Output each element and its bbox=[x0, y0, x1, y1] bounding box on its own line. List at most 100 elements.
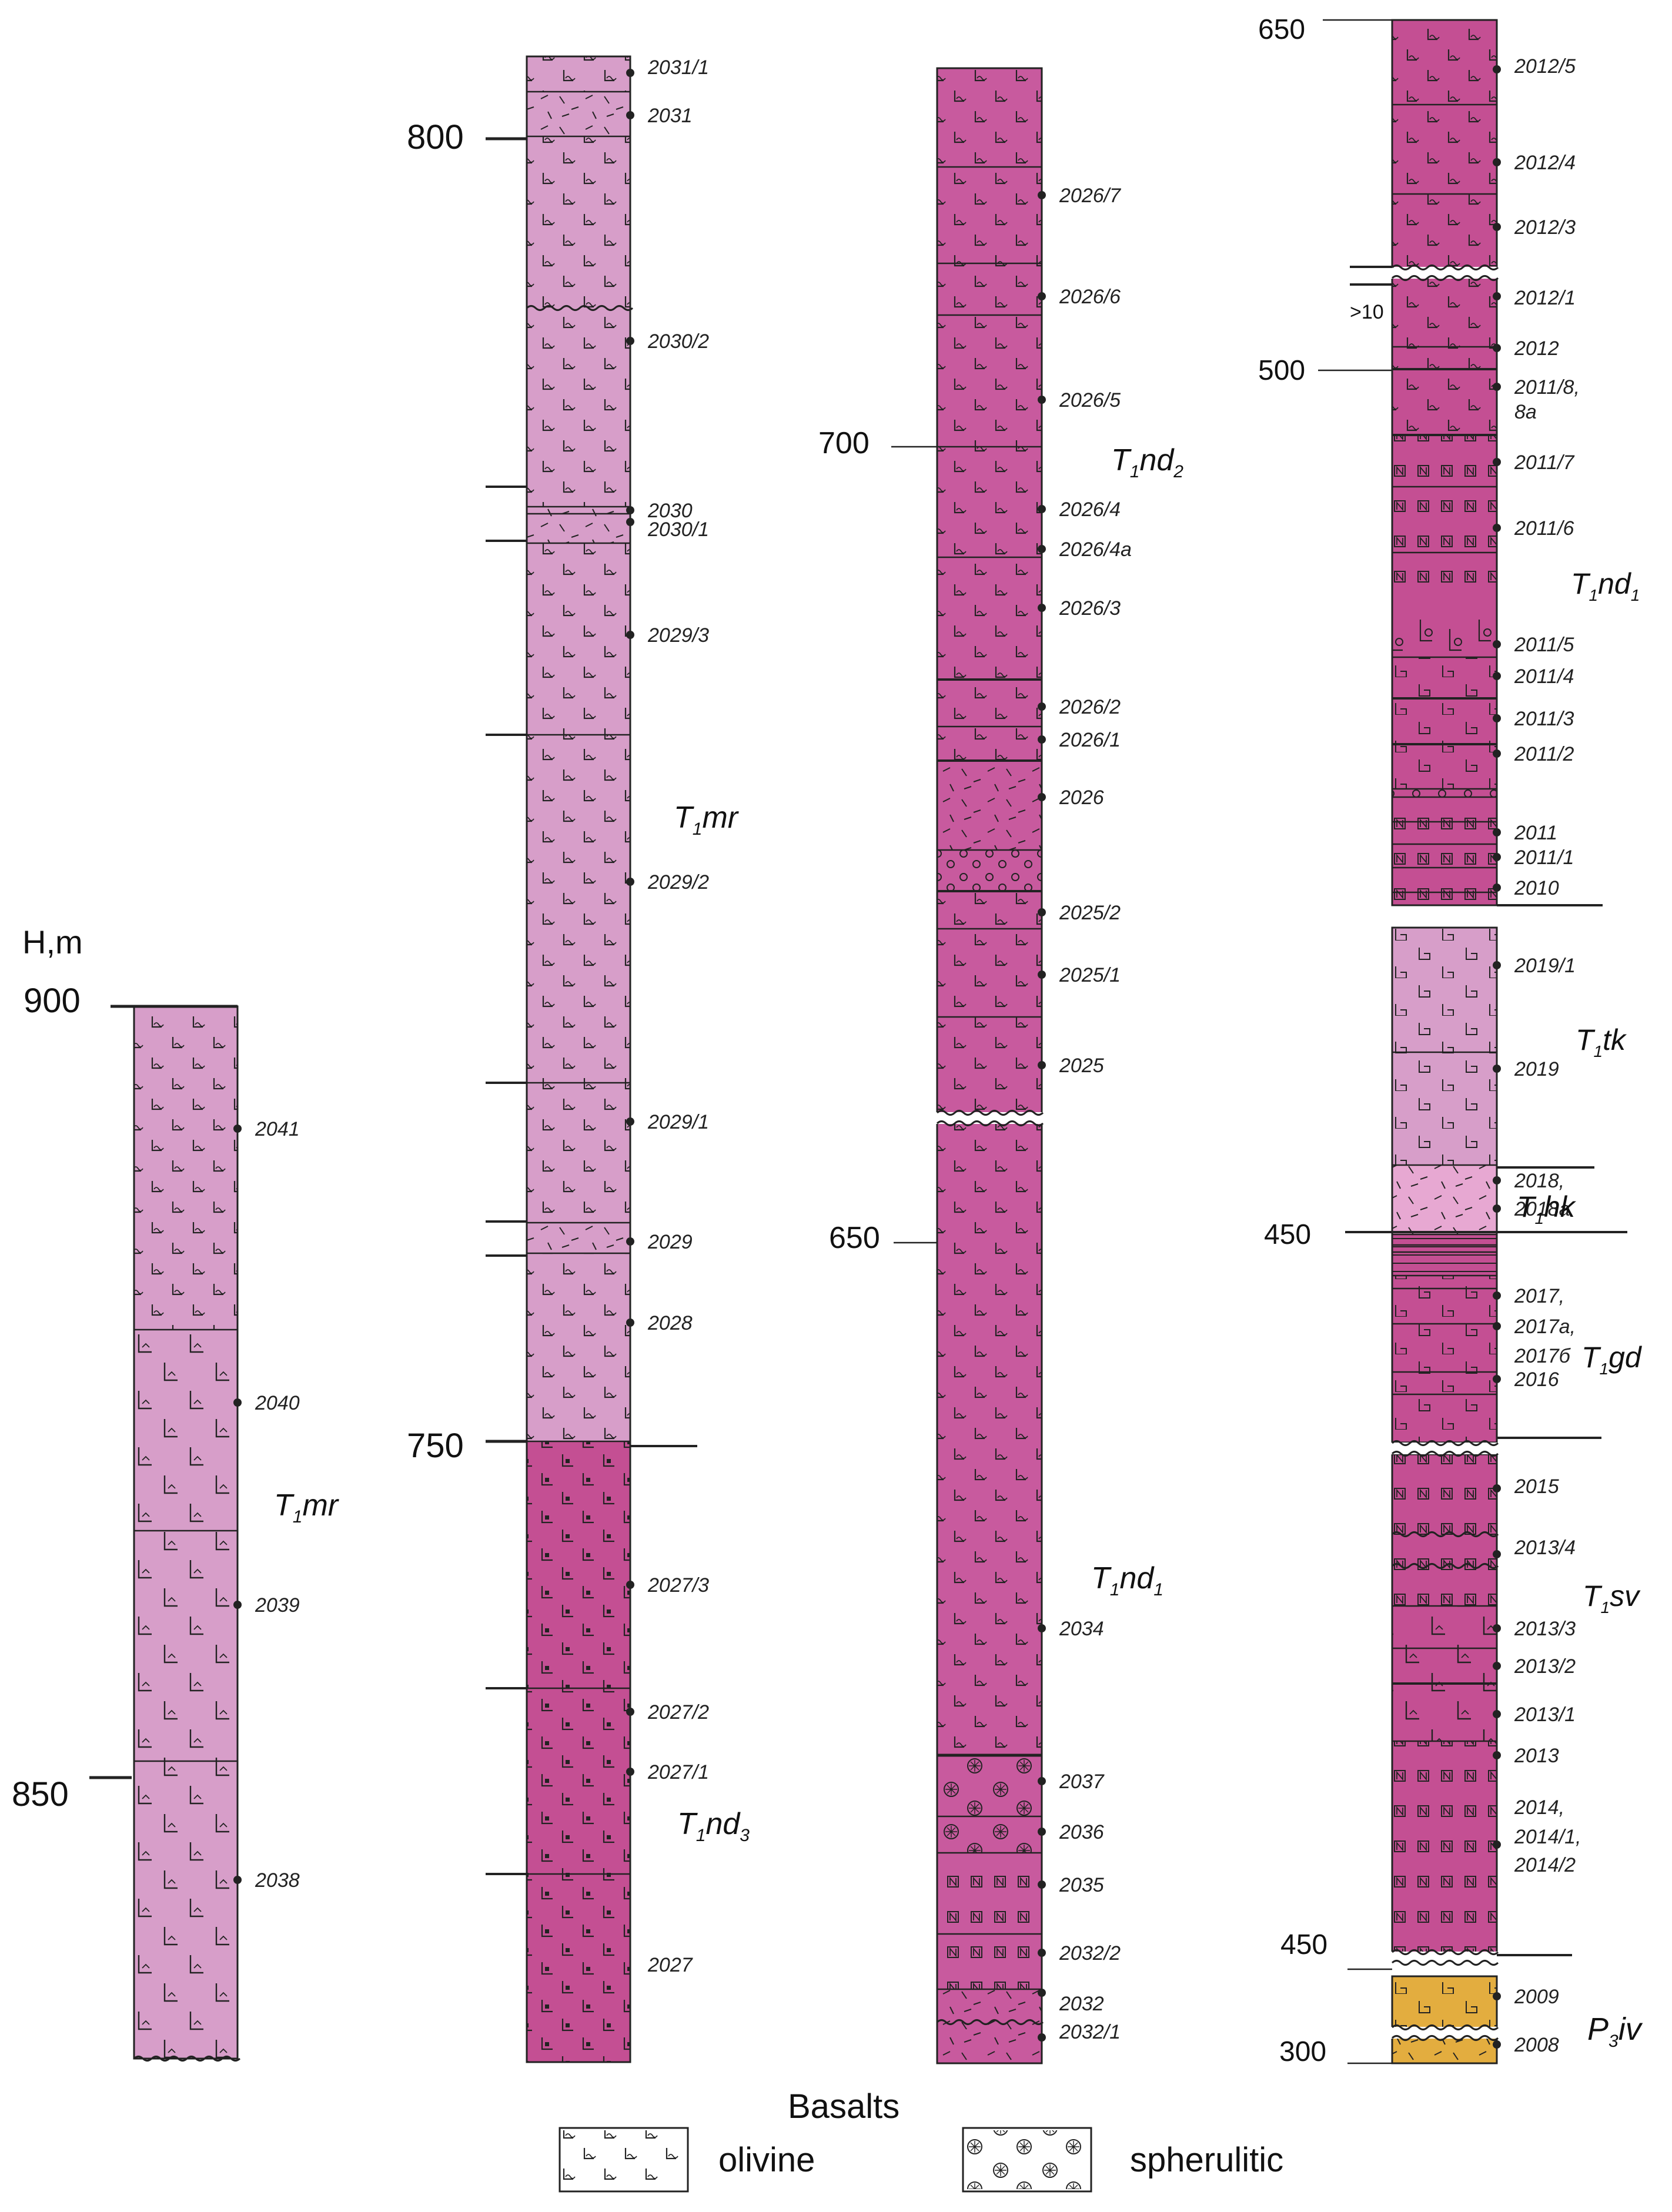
sample-dot bbox=[1038, 735, 1046, 744]
sample-label: 2013/1 bbox=[1514, 1704, 1576, 1726]
sample-label: 2012/4 bbox=[1514, 152, 1576, 174]
sample-dot bbox=[626, 878, 634, 886]
sample-dot bbox=[1493, 344, 1501, 352]
formation-label: T1sv bbox=[1583, 1579, 1641, 1617]
sample-label: 2032/1 bbox=[1059, 2021, 1121, 2043]
sample-label: 2031 bbox=[647, 105, 693, 127]
sample-label: 2028 bbox=[647, 1312, 693, 1334]
sample-label: 8a bbox=[1514, 401, 1537, 423]
formation-label: T1gd bbox=[1581, 1341, 1643, 1378]
unconformity bbox=[936, 1110, 1044, 1116]
formation-label: T1nd1 bbox=[1571, 567, 1640, 604]
column-gap bbox=[1390, 1952, 1499, 1963]
sample-label: 2035 bbox=[1059, 1874, 1104, 1896]
sample-label: 2010 bbox=[1514, 877, 1559, 899]
sample-dot bbox=[626, 69, 634, 77]
sample-dot bbox=[1493, 828, 1501, 836]
sample-dot bbox=[1038, 1949, 1046, 1957]
sample-label: 2014, bbox=[1514, 1796, 1564, 1819]
sample-label: 2011/3 bbox=[1514, 708, 1574, 730]
sample-label: 2011 bbox=[1514, 822, 1557, 844]
sample-dot bbox=[1493, 2040, 1501, 2049]
sample-dot bbox=[1493, 961, 1501, 969]
layer-pattern bbox=[937, 891, 1042, 1113]
sample-label: 2030/2 bbox=[647, 330, 709, 353]
sample-dot bbox=[233, 1125, 242, 1133]
sample-dot bbox=[626, 1768, 634, 1776]
sample-label: 2017a, bbox=[1514, 1316, 1576, 1338]
tick-label: 850 bbox=[12, 1775, 69, 1813]
unconformity bbox=[1391, 1960, 1499, 1966]
sample-label: 2026 bbox=[1059, 787, 1104, 809]
sample-label: 2025 bbox=[1059, 1055, 1104, 1077]
sample-label: 2017б bbox=[1514, 1345, 1571, 1367]
sample-label: 2016 bbox=[1514, 1368, 1559, 1391]
layer-pattern bbox=[937, 1989, 1042, 2063]
sample-dot bbox=[626, 506, 634, 514]
sample-label: 2030/1 bbox=[647, 518, 709, 541]
legend-label-olivine: olivine bbox=[718, 2141, 815, 2179]
sample-dot bbox=[626, 1708, 634, 1716]
sample-label: 2012 bbox=[1514, 337, 1559, 360]
tick-label: 650 bbox=[1258, 14, 1305, 45]
sample-dot bbox=[1493, 458, 1501, 466]
sample-label: 2011/4 bbox=[1514, 665, 1574, 688]
unconformity bbox=[1391, 1563, 1499, 1569]
tick-label: 300 bbox=[1279, 2036, 1326, 2067]
layer-pattern bbox=[1392, 1976, 1497, 2030]
layer-pattern bbox=[1392, 1741, 1497, 1955]
sample-dot bbox=[1493, 158, 1501, 166]
sample-dot bbox=[1493, 853, 1501, 861]
layer-pattern bbox=[1392, 435, 1497, 605]
sample-label: 2017, bbox=[1514, 1285, 1564, 1307]
layer-pattern bbox=[1392, 1276, 1497, 1443]
sample-label: 2018, bbox=[1514, 1170, 1564, 1192]
sample-dot bbox=[1493, 749, 1501, 758]
sample-dot bbox=[1038, 793, 1046, 801]
sample-dot bbox=[1038, 396, 1046, 404]
formation-label: P3iv bbox=[1587, 2012, 1643, 2051]
column-gap bbox=[1390, 2027, 1499, 2039]
sample-dot bbox=[1493, 292, 1501, 300]
layer-pattern bbox=[1392, 1606, 1497, 1741]
sample-dot bbox=[1038, 1989, 1046, 1997]
sample-label: 2032/2 bbox=[1059, 1942, 1121, 1965]
layer-pattern bbox=[1392, 276, 1497, 435]
layer-pattern bbox=[937, 1853, 1042, 1989]
sample-dot bbox=[233, 1398, 242, 1407]
sample-dot bbox=[1038, 1061, 1046, 1069]
sample-label: 2030 bbox=[647, 500, 693, 522]
layer-pattern bbox=[1392, 789, 1497, 797]
sample-dot bbox=[1038, 1880, 1046, 1889]
unconformity bbox=[133, 2056, 241, 2062]
unconformity bbox=[1391, 1531, 1499, 1537]
sample-dot bbox=[1493, 1065, 1501, 1073]
sample-label: 2011/8, bbox=[1514, 376, 1580, 399]
layer-pattern bbox=[527, 136, 630, 507]
sample-dot bbox=[626, 518, 634, 526]
sample-label: 2040 bbox=[255, 1392, 300, 1414]
sample-label: 2019 bbox=[1514, 1058, 1559, 1080]
layer-pattern bbox=[1392, 20, 1497, 276]
sample-dot bbox=[1493, 1291, 1501, 1300]
sample-dot bbox=[1493, 1751, 1501, 1759]
tick-label: 700 bbox=[818, 426, 870, 460]
axis-title: H,m bbox=[22, 923, 83, 961]
unconformity bbox=[1391, 275, 1499, 281]
sample-label: 2011/7 bbox=[1514, 451, 1575, 474]
column-gap bbox=[1390, 267, 1499, 279]
column-outline bbox=[526, 55, 631, 2063]
sample-label: 2038 bbox=[255, 1869, 300, 1892]
tick-label: 450 bbox=[1280, 1929, 1327, 1960]
layer-pattern bbox=[527, 1441, 630, 2062]
unconformity bbox=[936, 2019, 1044, 2025]
spherulitic-symbol-pattern bbox=[965, 2130, 1089, 2189]
depth-ticks: 900 850 800 750 700 650 650 500 450 450 … bbox=[12, 14, 1327, 2067]
sample-label: 2025/2 bbox=[1059, 902, 1121, 924]
sample-label: 2012/3 bbox=[1514, 216, 1576, 239]
layer-pattern bbox=[527, 1223, 630, 1253]
sample-label: 2034 bbox=[1059, 1618, 1104, 1640]
sample-dot bbox=[626, 337, 634, 345]
sample-dot bbox=[626, 1581, 634, 1589]
